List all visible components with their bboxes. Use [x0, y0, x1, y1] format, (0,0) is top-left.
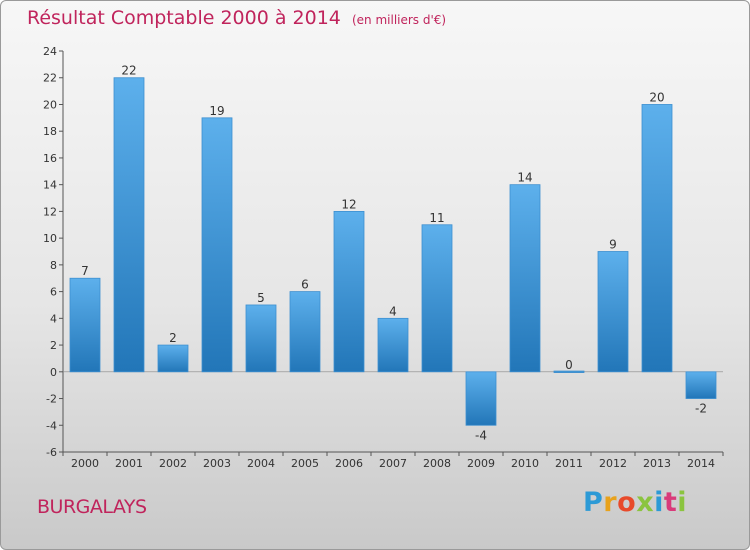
- x-tick-label: 2007: [379, 457, 407, 470]
- y-tick-label: 22: [43, 72, 57, 85]
- data-label: 4: [389, 304, 397, 318]
- data-label: 6: [301, 278, 309, 292]
- bar: [333, 210, 365, 373]
- y-tick-label: 24: [43, 45, 57, 58]
- x-tick-label: 2011: [555, 457, 583, 470]
- y-tick-label: 2: [50, 339, 57, 352]
- x-tick-label: 2006: [335, 457, 363, 470]
- x-tick-label: 2010: [511, 457, 539, 470]
- bar: [465, 371, 497, 426]
- x-tick-label: 2001: [115, 457, 143, 470]
- x-tick-label: 2000: [71, 457, 99, 470]
- x-tick-label: 2005: [291, 457, 319, 470]
- x-tick-label: 2013: [643, 457, 671, 470]
- logo-letter: i: [677, 487, 688, 518]
- bar: [377, 317, 409, 373]
- logo-letter: r: [603, 487, 618, 518]
- bar: [597, 251, 629, 373]
- chart-title: Résultat Comptable 2000 à 2014 (en milli…: [27, 7, 446, 29]
- y-tick-label: 0: [50, 366, 57, 379]
- bar: [69, 277, 101, 373]
- y-tick-label: 4: [50, 312, 57, 325]
- data-label: -4: [475, 428, 487, 442]
- bar: [201, 117, 233, 373]
- bar: [553, 370, 585, 373]
- data-label: 11: [429, 211, 444, 225]
- data-label: -2: [695, 402, 707, 416]
- logo-letter: o: [617, 487, 637, 518]
- bar: [685, 371, 717, 399]
- data-label: 12: [341, 197, 356, 211]
- x-tick-label: 2002: [159, 457, 187, 470]
- bar: [245, 304, 277, 373]
- data-label: 7: [81, 264, 89, 278]
- data-label: 2: [169, 331, 177, 345]
- bar: [157, 344, 189, 373]
- bars: [69, 77, 717, 426]
- y-tick-label: -2: [46, 393, 57, 406]
- data-label: 20: [649, 90, 664, 104]
- chart-title-main: Résultat Comptable 2000 à 2014: [27, 7, 341, 29]
- x-tick-label: 2012: [599, 457, 627, 470]
- x-tick-label: 2008: [423, 457, 451, 470]
- y-tick-label: 14: [43, 179, 57, 192]
- data-label: 19: [209, 104, 224, 118]
- logo-letter: i: [654, 487, 664, 518]
- x-tick-label: 2014: [687, 457, 715, 470]
- bar: [421, 224, 453, 373]
- x-tick-label: 2004: [247, 457, 275, 470]
- proxiti-logo[interactable]: Proxiti: [583, 487, 687, 518]
- bar: [113, 77, 145, 373]
- y-tick-label: 10: [43, 232, 57, 245]
- data-label: 9: [609, 238, 617, 252]
- bar: [289, 291, 321, 373]
- data-label: 5: [257, 291, 265, 305]
- x-tick-label: 2003: [203, 457, 231, 470]
- commune-name: BURGALAYS: [37, 496, 147, 518]
- data-label: 14: [517, 171, 532, 185]
- y-tick-label: -6: [46, 446, 57, 459]
- y-tick-label: 8: [50, 259, 57, 272]
- y-tick-label: 20: [43, 98, 57, 111]
- data-label: 22: [121, 64, 136, 78]
- logo-letter: t: [663, 487, 678, 518]
- y-tick-label: 6: [50, 286, 57, 299]
- y-tick-label: 16: [43, 152, 57, 165]
- bar: [641, 104, 673, 373]
- logo-letter: P: [583, 487, 604, 518]
- x-tick-label: 2009: [467, 457, 495, 470]
- bar: [509, 184, 541, 373]
- y-tick-label: 12: [43, 205, 57, 218]
- y-tick-label: -4: [46, 419, 57, 432]
- logo-letter: x: [636, 487, 655, 518]
- chart-title-unit: (en milliers d'€): [351, 13, 447, 27]
- y-tick-label: 18: [43, 125, 57, 138]
- data-label: 0: [565, 358, 573, 372]
